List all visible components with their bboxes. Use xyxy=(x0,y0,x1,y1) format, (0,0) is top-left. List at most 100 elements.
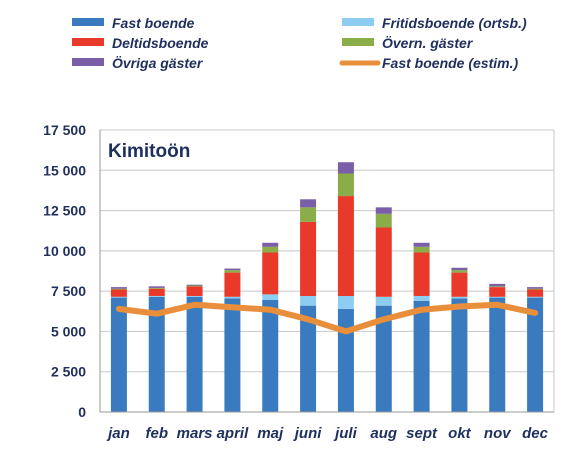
legend-label: Övern. gäster xyxy=(382,35,474,51)
bar-segment-vern-g-ster xyxy=(375,213,392,228)
bar-segment-vern-g-ster xyxy=(300,207,317,222)
bar-segment-vriga-g-ster xyxy=(300,199,317,208)
bar-segment-fast-boende xyxy=(413,300,430,412)
x-tick-label: okt xyxy=(448,425,472,442)
legend-swatch xyxy=(72,38,104,46)
bar-segment-vriga-g-ster xyxy=(337,162,354,174)
bars xyxy=(110,162,544,412)
y-tick-label: 10 000 xyxy=(43,243,86,259)
bar-segment-vern-g-ster xyxy=(413,246,430,253)
bar-segment-vern-g-ster xyxy=(224,270,241,273)
bar-segment-vern-g-ster xyxy=(262,246,279,253)
bar-segment-vriga-g-ster xyxy=(186,284,203,286)
estimate-line xyxy=(115,301,539,335)
bar-segment-deltidsboende xyxy=(413,252,430,296)
x-tick-label: juli xyxy=(333,425,357,442)
bar-segment-fast-boende xyxy=(375,305,392,412)
bar-segment-fritidsboende-ortsb xyxy=(262,294,279,301)
x-tick-label: mars xyxy=(177,425,213,442)
bar-segment-fast-boende xyxy=(110,297,127,412)
legend-swatch xyxy=(342,38,374,46)
bar-segment-fast-boende xyxy=(337,308,354,412)
y-tick-label: 0 xyxy=(78,404,86,420)
bar-segment-fritidsboende-ortsb xyxy=(186,295,203,297)
bar-segment-fritidsboende-ortsb xyxy=(527,296,544,298)
bar-segment-vriga-g-ster xyxy=(527,287,544,289)
x-tick-label: juni xyxy=(293,425,322,442)
bar-segment-deltidsboende xyxy=(186,286,203,296)
estimate-line-group xyxy=(115,301,539,335)
legend-label: Fritidsboende (ortsb.) xyxy=(382,15,527,31)
legend-label: Fast boende xyxy=(112,15,195,31)
bar-segment-deltidsboende xyxy=(451,272,468,297)
bar-segment-fritidsboende-ortsb xyxy=(300,295,317,306)
bar-segment-fritidsboende-ortsb xyxy=(224,296,241,299)
bar-segment-vriga-g-ster xyxy=(262,242,279,247)
x-tick-label: aug xyxy=(370,425,397,442)
x-tick-label: nov xyxy=(484,425,512,442)
bar-segment-vern-g-ster xyxy=(110,288,127,290)
bar-segment-vriga-g-ster xyxy=(489,283,506,287)
x-tick-label: sept xyxy=(406,425,438,442)
bar-segment-vern-g-ster xyxy=(451,270,468,273)
bar-segment-fritidsboende-ortsb xyxy=(337,295,354,309)
y-tick-label: 15 000 xyxy=(43,162,86,178)
x-tick-label: jan xyxy=(106,425,130,442)
bar-segment-deltidsboende xyxy=(527,289,544,297)
legend-swatch xyxy=(72,58,104,66)
x-tick-label: dec xyxy=(522,425,549,442)
bar-segment-deltidsboende xyxy=(148,288,165,296)
bar-segment-fritidsboende-ortsb xyxy=(375,296,392,306)
bar-segment-vern-g-ster xyxy=(527,288,544,290)
bar-segment-vern-g-ster xyxy=(489,286,506,288)
bar-segment-fritidsboende-ortsb xyxy=(110,296,127,298)
bar-segment-vriga-g-ster xyxy=(110,287,127,289)
bar-segment-vern-g-ster xyxy=(337,173,354,197)
x-tick-label: maj xyxy=(257,425,284,442)
legend: Fast boende Fritidsboende (ortsb.) Deltids… xyxy=(72,15,527,71)
legend-label: Deltidsboende xyxy=(112,35,209,51)
legend-swatch xyxy=(72,18,104,26)
bar-segment-deltidsboende xyxy=(224,272,241,297)
gridlines xyxy=(100,129,555,413)
bar-segment-deltidsboende xyxy=(262,252,279,295)
bar-segment-fast-boende xyxy=(527,297,544,412)
bar-segment-fritidsboende-ortsb xyxy=(413,295,430,301)
bar-segment-vriga-g-ster xyxy=(451,267,468,271)
bar-segment-fast-boende xyxy=(451,298,468,412)
y-axis: 0 2 500 5 000 7 500 10 000 12 500 15 000 17 500 xyxy=(43,122,101,420)
bar-segment-vriga-g-ster xyxy=(148,286,165,288)
y-tick-label: 17 500 xyxy=(43,122,86,138)
legend-swatch xyxy=(342,18,374,26)
bar-segment-vriga-g-ster xyxy=(375,207,392,214)
bar-segment-fritidsboende-ortsb xyxy=(489,296,506,298)
bar-segment-deltidsboende xyxy=(489,287,506,297)
bar-segment-vriga-g-ster xyxy=(413,242,430,247)
bar-segment-fast-boende xyxy=(148,296,165,412)
bar-segment-fritidsboende-ortsb xyxy=(148,295,165,297)
bar-segment-vern-g-ster xyxy=(148,287,165,289)
y-tick-label: 2 500 xyxy=(51,364,86,380)
bar-segment-fritidsboende-ortsb xyxy=(451,296,468,299)
y-tick-label: 5 000 xyxy=(51,323,86,339)
bar-segment-deltidsboende xyxy=(375,227,392,297)
bar-segment-fast-boende xyxy=(489,297,506,412)
y-tick-label: 7 500 xyxy=(51,283,86,299)
x-tick-label: april xyxy=(217,425,250,442)
bar-segment-fast-boende xyxy=(224,298,241,412)
chart-title: Kimitoön xyxy=(108,141,190,162)
bar-segment-fast-boende xyxy=(262,300,279,412)
bar-segment-vern-g-ster xyxy=(186,285,203,287)
x-axis: jan feb mars april maj juni juli aug sept okt nov d… xyxy=(100,411,554,442)
bar-segment-deltidsboende xyxy=(110,289,127,297)
legend-label: Övriga gäster xyxy=(112,55,204,71)
legend-label: Fast boende (estim.) xyxy=(382,55,518,71)
bar-segment-fast-boende xyxy=(300,305,317,412)
y-tick-label: 12 500 xyxy=(43,203,86,219)
bar-segment-fast-boende xyxy=(186,296,203,412)
x-tick-label: feb xyxy=(146,425,169,442)
bar-segment-deltidsboende xyxy=(300,221,317,296)
bar-segment-deltidsboende xyxy=(337,196,354,296)
bar-segment-vriga-g-ster xyxy=(224,268,241,271)
